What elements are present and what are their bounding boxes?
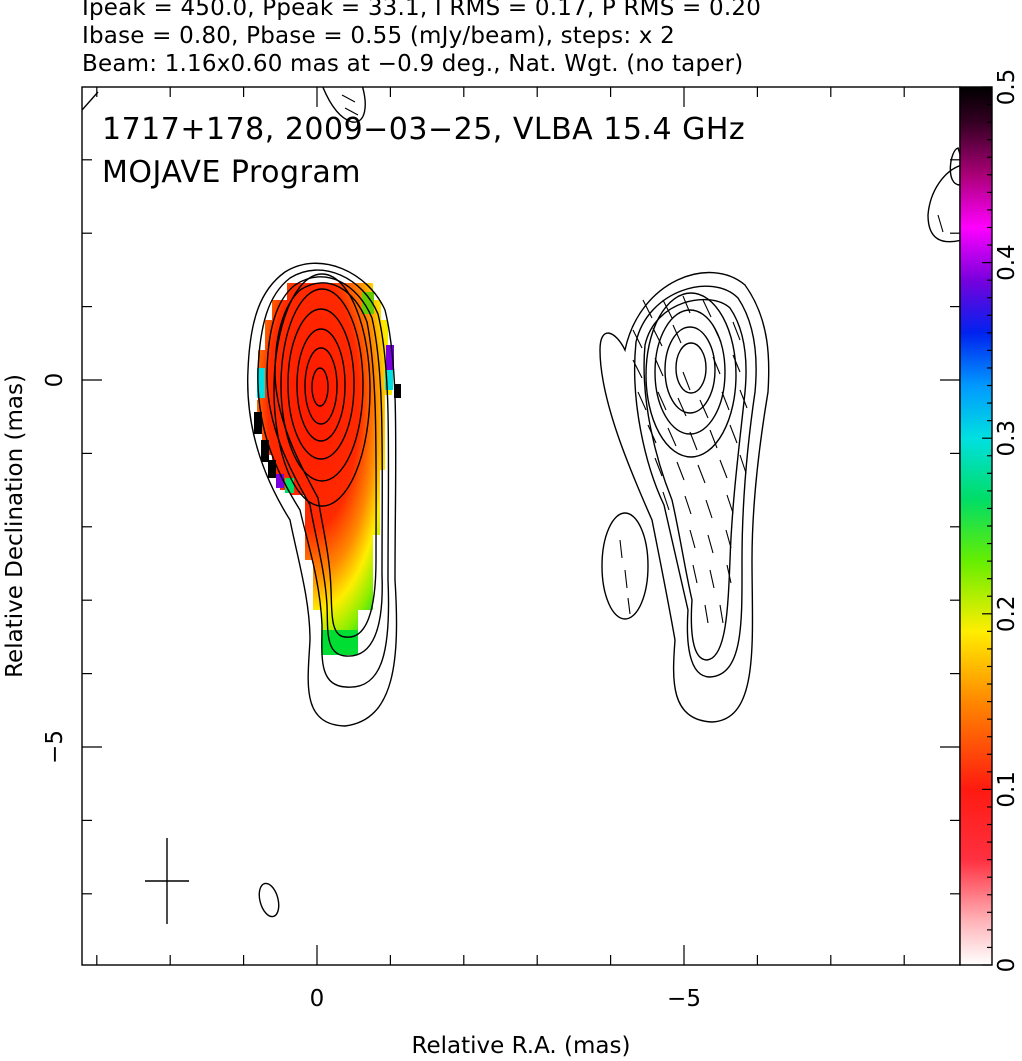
y-tick-label-0: 0 bbox=[42, 373, 68, 388]
colorbar-tick-label: 0 bbox=[994, 958, 1020, 973]
colorbar-tick-label: 0.3 bbox=[994, 420, 1020, 457]
colorbar-ticks bbox=[982, 86, 992, 966]
colorbar-tick-label: 0.1 bbox=[994, 771, 1020, 808]
isolated-contour-small bbox=[258, 882, 280, 918]
plot-area-content bbox=[82, 87, 960, 924]
x-tick-label-minus5: −5 bbox=[667, 986, 701, 1012]
colorbar-tick-label: 0.4 bbox=[994, 244, 1020, 281]
fractional-polarization-map bbox=[394, 384, 401, 398]
left-intensity-contours bbox=[247, 262, 398, 918]
right-intensity-contours bbox=[599, 271, 770, 723]
plot-title: 1717+178, 2009−03−25, VLBA 15.4 GHz bbox=[102, 112, 746, 147]
y-axis-label: Relative Declination (mas) bbox=[2, 374, 28, 678]
header-line-3: Beam: 1.16x0.60 mas at −0.9 deg., Nat. W… bbox=[82, 51, 744, 77]
x-axis-label: Relative R.A. (mas) bbox=[412, 1033, 631, 1059]
fractional-polarization-map bbox=[285, 478, 294, 493]
header-line-2: Ibase = 0.80, Pbase = 0.55 (mJy/beam), s… bbox=[82, 23, 675, 49]
x-tick-label-0: 0 bbox=[310, 986, 325, 1012]
colorbar-tick-label: 0.5 bbox=[994, 69, 1020, 106]
fractional-polarization-map bbox=[386, 345, 394, 370]
fractional-polarization-map bbox=[257, 368, 265, 398]
polarization-vectors bbox=[341, 94, 944, 624]
fractional-polarization-map bbox=[261, 440, 269, 462]
plot-frame bbox=[81, 86, 961, 966]
isolated-contour-right bbox=[601, 512, 649, 620]
beam-cross bbox=[145, 838, 189, 924]
fractional-polarization-map bbox=[254, 412, 262, 434]
fractional-polarization-map bbox=[257, 283, 392, 655]
fractional-polarization-map bbox=[385, 370, 393, 390]
fractional-polarization-map bbox=[276, 474, 284, 488]
header-line-1: Ipeak = 450.0, Ppeak = 33.1, I RMS = 0.1… bbox=[82, 0, 762, 21]
fractional-polarization-map bbox=[322, 630, 358, 655]
colorbar-tick-label: 0.2 bbox=[994, 596, 1020, 633]
colorbar-labels: 0 0.1 0.2 0.3 0.4 0.5 bbox=[994, 69, 1020, 973]
fractional-polarization-map bbox=[362, 292, 374, 314]
axis-ticks bbox=[82, 87, 960, 965]
edge-contours bbox=[82, 87, 960, 243]
program-name: MOJAVE Program bbox=[102, 155, 362, 190]
fractional-polarization-map bbox=[268, 460, 276, 478]
y-tick-label-minus5: −5 bbox=[42, 730, 68, 764]
